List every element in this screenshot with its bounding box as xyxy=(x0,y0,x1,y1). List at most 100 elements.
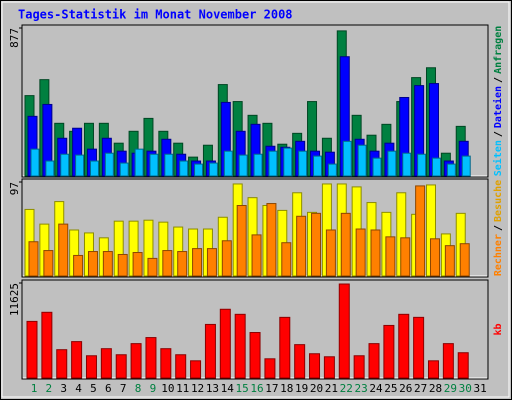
bar xyxy=(442,343,454,379)
bar xyxy=(355,228,366,277)
bar xyxy=(249,332,261,379)
bar xyxy=(325,229,336,277)
bar xyxy=(130,343,142,379)
bar xyxy=(89,160,99,177)
bar xyxy=(104,152,114,177)
bar xyxy=(429,238,440,277)
bar xyxy=(417,153,427,177)
bar xyxy=(117,253,128,277)
bar xyxy=(147,257,158,277)
bar xyxy=(238,154,248,177)
x-tick-label: 24 xyxy=(369,382,383,395)
x-tick-label: 27 xyxy=(414,382,427,395)
bar xyxy=(296,215,307,277)
bar xyxy=(251,234,262,277)
legend: Seiten / Dateien / Anfragen xyxy=(492,26,504,177)
bar xyxy=(459,243,470,277)
bar xyxy=(162,250,173,277)
bar xyxy=(190,360,202,379)
bar xyxy=(221,240,232,277)
y-tick-label: 97 xyxy=(8,182,21,195)
bar xyxy=(266,203,277,277)
bar xyxy=(87,251,98,277)
bar xyxy=(415,185,426,277)
bar xyxy=(175,354,187,379)
bar xyxy=(60,153,70,177)
bar xyxy=(427,360,439,379)
bar xyxy=(115,354,127,379)
x-tick-label: 4 xyxy=(75,382,82,395)
bar xyxy=(164,153,174,177)
bar xyxy=(313,155,323,177)
x-tick-label: 17 xyxy=(265,382,278,395)
legend-entry: kb xyxy=(493,323,504,335)
x-tick-label: 25 xyxy=(384,382,397,395)
bar xyxy=(323,356,335,379)
x-tick-label: 28 xyxy=(429,382,442,395)
bar xyxy=(268,150,278,177)
x-tick-label: 3 xyxy=(60,382,67,395)
y-tick-label: 877 xyxy=(8,28,21,48)
x-tick-label: 5 xyxy=(90,382,97,395)
bar xyxy=(177,251,188,277)
x-tick-label: 19 xyxy=(295,382,308,395)
legend: Rechner / Besuche xyxy=(493,180,504,276)
bar xyxy=(26,320,38,379)
bar xyxy=(309,353,321,379)
x-tick-label: 23 xyxy=(355,382,368,395)
bar xyxy=(298,150,308,177)
x-tick-label: 6 xyxy=(105,382,112,395)
bar xyxy=(102,251,113,277)
bar xyxy=(28,241,39,277)
bar xyxy=(43,250,54,277)
x-tick-label: 14 xyxy=(221,382,235,395)
bar xyxy=(281,242,292,277)
bar xyxy=(85,355,97,379)
x-tick-label: 18 xyxy=(280,382,293,395)
bar xyxy=(311,212,322,277)
x-tick-label: 15 xyxy=(236,382,249,395)
bar xyxy=(461,155,471,177)
bar xyxy=(413,316,425,379)
x-tick-label: 7 xyxy=(120,382,127,395)
bar xyxy=(149,153,159,177)
bar xyxy=(342,140,352,177)
x-tick-label: 8 xyxy=(135,382,142,395)
legend-entry: Seiten xyxy=(492,140,504,176)
x-tick-label: 29 xyxy=(444,382,457,395)
bar xyxy=(71,341,83,379)
bar xyxy=(340,212,351,277)
x-tick-label: 31 xyxy=(473,382,486,395)
bar xyxy=(402,152,412,177)
bar xyxy=(264,358,276,379)
x-tick-label: 11 xyxy=(176,382,189,395)
bar xyxy=(387,150,397,177)
bar xyxy=(444,245,455,277)
bar xyxy=(204,323,216,379)
bar xyxy=(194,163,204,177)
legend-separator: / xyxy=(493,225,504,231)
bar xyxy=(30,148,40,177)
x-tick-label: 12 xyxy=(191,382,204,395)
x-tick-label: 9 xyxy=(150,382,157,395)
bar xyxy=(385,236,396,277)
bar xyxy=(283,147,293,177)
bar xyxy=(179,160,189,177)
bar xyxy=(41,311,53,379)
legend-entry: Dateien xyxy=(492,86,504,128)
bar xyxy=(234,313,246,379)
x-tick-label: 26 xyxy=(399,382,412,395)
bar xyxy=(398,313,410,379)
bar xyxy=(236,205,247,277)
bar xyxy=(370,229,381,277)
x-tick-label: 10 xyxy=(161,382,174,395)
bar xyxy=(357,144,367,177)
x-tick-label: 21 xyxy=(325,382,338,395)
bar xyxy=(223,150,233,177)
legend: kb xyxy=(493,323,504,335)
bar xyxy=(279,316,291,379)
bar xyxy=(134,148,144,177)
x-tick-label: 1 xyxy=(31,382,38,395)
